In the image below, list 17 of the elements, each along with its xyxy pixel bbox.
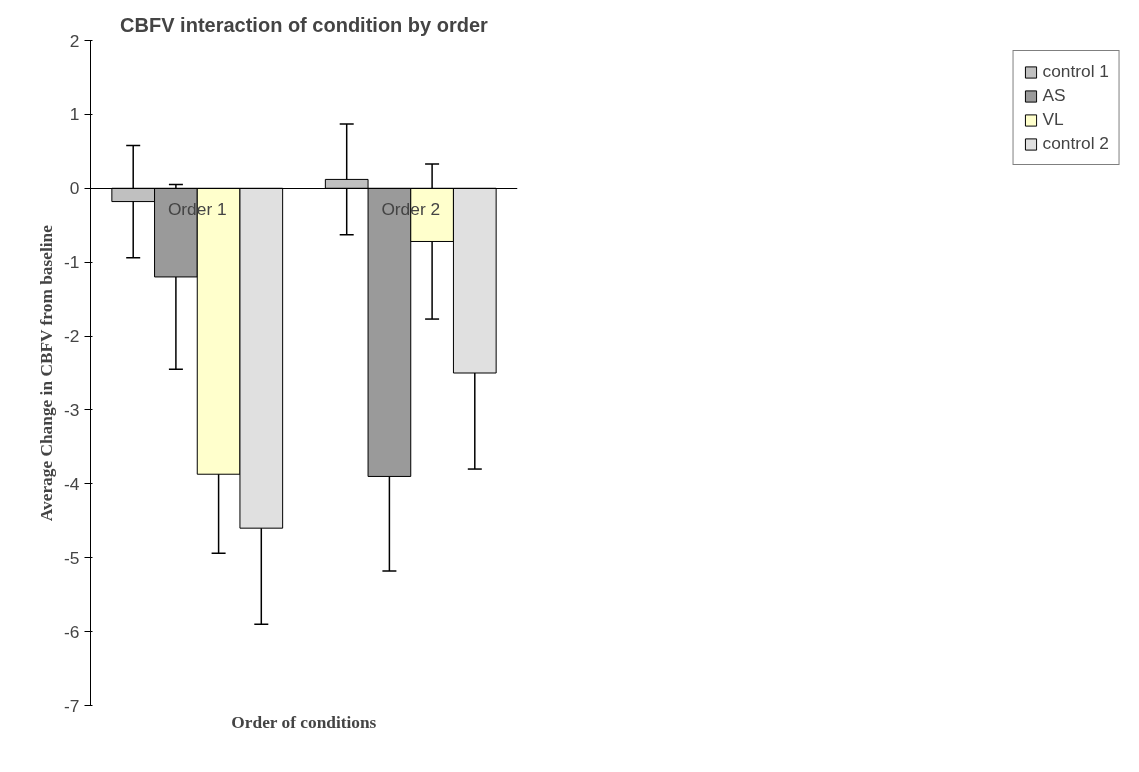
y-tick-label: 1 xyxy=(69,104,80,125)
y-tick-label: -2 xyxy=(64,326,80,347)
y-tick-label: -7 xyxy=(64,695,80,716)
y-tick-label: -4 xyxy=(64,473,80,494)
legend-label: control 2 xyxy=(1042,133,1109,154)
y-tick-label: 0 xyxy=(69,178,80,199)
chart-title: CBFV interaction of condition by order xyxy=(120,13,489,36)
y-tick-label: 2 xyxy=(69,30,80,51)
y-axis-title: Average Change in CBFV from baseline xyxy=(37,224,57,522)
y-tick-label: -1 xyxy=(64,252,80,273)
legend-label: VL xyxy=(1042,109,1064,130)
y-tick-label: -5 xyxy=(64,547,80,568)
legend-label: control 1 xyxy=(1042,61,1109,82)
y-tick-label: -3 xyxy=(64,399,80,420)
legend-label: AS xyxy=(1042,85,1066,106)
x-axis-title: Order of conditions xyxy=(231,712,377,732)
y-tick-label: -6 xyxy=(64,621,80,642)
